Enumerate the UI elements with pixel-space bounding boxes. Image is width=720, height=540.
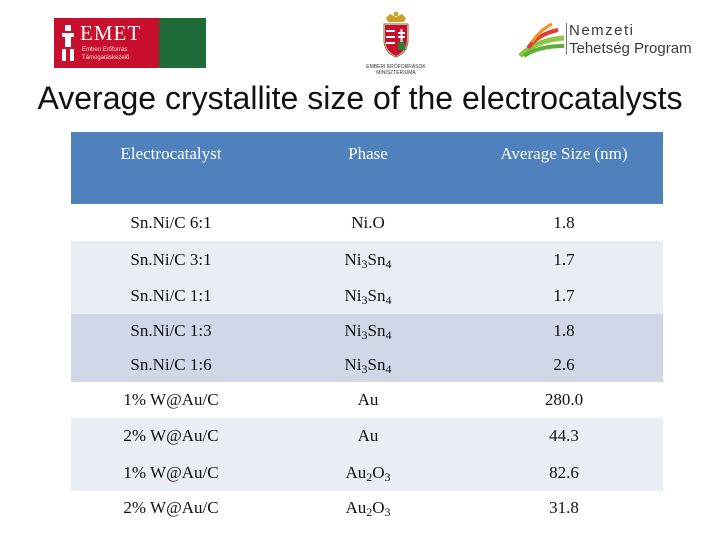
- emet-logo-subtitle: Emberi Erőforrás Támogatáskezelő: [82, 46, 156, 62]
- cell-phase: Ni3Sn4: [271, 278, 465, 314]
- table-row: Sn.Ni/C 1:6 Ni3Sn4 2.6: [71, 348, 663, 382]
- cell-electrocatalyst: 2% W@Au/C: [71, 418, 271, 454]
- ntp-logo-line2: Tehetség Program: [569, 40, 692, 57]
- cell-phase: Ni3Sn4: [271, 348, 465, 382]
- phase-element: Au: [345, 498, 366, 517]
- cell-phase: Au: [271, 418, 465, 454]
- emet-figure-icon: [60, 25, 76, 61]
- table-row: Sn.Ni/C 1:3 Ni3Sn4 1.8: [71, 314, 663, 348]
- phase-element: Ni: [345, 286, 362, 305]
- phase-element: Sn: [368, 355, 386, 374]
- table-row: 2% W@Au/C Au 44.3: [71, 418, 663, 454]
- cell-electrocatalyst: 2% W@Au/C: [71, 491, 271, 525]
- cell-phase: Ni3Sn4: [271, 241, 465, 278]
- cell-average-size: 1.7: [465, 278, 663, 314]
- cell-average-size: 82.6: [465, 454, 663, 491]
- table-row: Sn.Ni/C 1:1 Ni3Sn4 1.7: [71, 278, 663, 314]
- emet-logo-wordmark: EMET: [80, 21, 141, 46]
- emet-logo-red-block: EMET Emberi Erőforrás Támogatáskezelő: [54, 18, 159, 68]
- phase-element: Sn: [368, 250, 386, 269]
- phase-element: Sn: [368, 321, 386, 340]
- phase-subscript: 4: [385, 293, 391, 307]
- header-phase: Phase: [271, 132, 465, 204]
- ministry-crest-logo: EMBERI ERŐFORRÁSOK MINISZTÉRIUMA: [356, 12, 436, 74]
- ntp-divider: [566, 23, 567, 55]
- cell-electrocatalyst: Sn.Ni/C 1:1: [71, 278, 271, 314]
- cell-average-size: 1.8: [465, 204, 663, 241]
- cell-electrocatalyst: Sn.Ni/C 1:6: [71, 348, 271, 382]
- cell-average-size: 1.7: [465, 241, 663, 278]
- table-body: Sn.Ni/C 6:1 Ni.O 1.8 Sn.Ni/C 3:1 Ni3Sn4 1.7 Sn…: [71, 204, 663, 525]
- emet-logo-green-block: [159, 18, 206, 68]
- coat-of-arms-icon: [378, 12, 414, 58]
- cell-electrocatalyst: Sn.Ni/C 3:1: [71, 241, 271, 278]
- cell-phase: Ni3Sn4: [271, 314, 465, 348]
- ntp-logo-line1: Nemzeti: [569, 22, 635, 39]
- ntp-logo: Nemzeti Tehetség Program: [518, 20, 698, 64]
- phase-element: Sn: [368, 286, 386, 305]
- cell-average-size: 1.8: [465, 314, 663, 348]
- cell-phase: Ni.O: [271, 204, 465, 241]
- phase-element: Ni: [345, 321, 362, 340]
- table-row: 1% W@Au/C Au 280.0: [71, 382, 663, 418]
- cell-electrocatalyst: Sn.Ni/C 1:3: [71, 314, 271, 348]
- cell-phase: Au2O3: [271, 454, 465, 491]
- cell-phase: Au2O3: [271, 491, 465, 525]
- ntp-swoosh-icon: [518, 20, 566, 60]
- cell-electrocatalyst: 1% W@Au/C: [71, 454, 271, 491]
- emet-logo: EMET Emberi Erőforrás Támogatáskezelő: [54, 18, 206, 68]
- phase-element: Ni: [345, 355, 362, 374]
- table-row: 2% W@Au/C Au2O3 31.8: [71, 491, 663, 525]
- cell-phase: Au: [271, 382, 465, 418]
- cell-electrocatalyst: Sn.Ni/C 6:1: [71, 204, 271, 241]
- header-electrocatalyst: Electrocatalyst: [71, 132, 271, 204]
- table-row: Sn.Ni/C 6:1 Ni.O 1.8: [71, 204, 663, 241]
- crystallite-size-table: Electrocatalyst Phase Average Size (nm) …: [71, 132, 663, 525]
- phase-subscript: 4: [385, 257, 391, 271]
- ministry-crest-caption: EMBERI ERŐFORRÁSOK MINISZTÉRIUMA: [356, 64, 436, 76]
- phase-element: Au: [345, 463, 366, 482]
- phase-element: O: [372, 498, 384, 517]
- table-row: Sn.Ni/C 3:1 Ni3Sn4 1.7: [71, 241, 663, 278]
- cell-electrocatalyst: 1% W@Au/C: [71, 382, 271, 418]
- phase-element: Ni: [345, 250, 362, 269]
- phase-element: O: [372, 463, 384, 482]
- cell-average-size: 31.8: [465, 491, 663, 525]
- slide-title: Average crystallite size of the electroc…: [0, 80, 720, 117]
- cell-average-size: 44.3: [465, 418, 663, 454]
- table-header-row: Electrocatalyst Phase Average Size (nm): [71, 132, 663, 204]
- cell-average-size: 2.6: [465, 348, 663, 382]
- table-row: 1% W@Au/C Au2O3 82.6: [71, 454, 663, 491]
- phase-subscript: 4: [385, 362, 391, 376]
- cell-average-size: 280.0: [465, 382, 663, 418]
- phase-subscript: 3: [385, 505, 391, 519]
- header-average-size: Average Size (nm): [465, 132, 663, 204]
- phase-subscript: 4: [385, 328, 391, 342]
- phase-subscript: 3: [385, 470, 391, 484]
